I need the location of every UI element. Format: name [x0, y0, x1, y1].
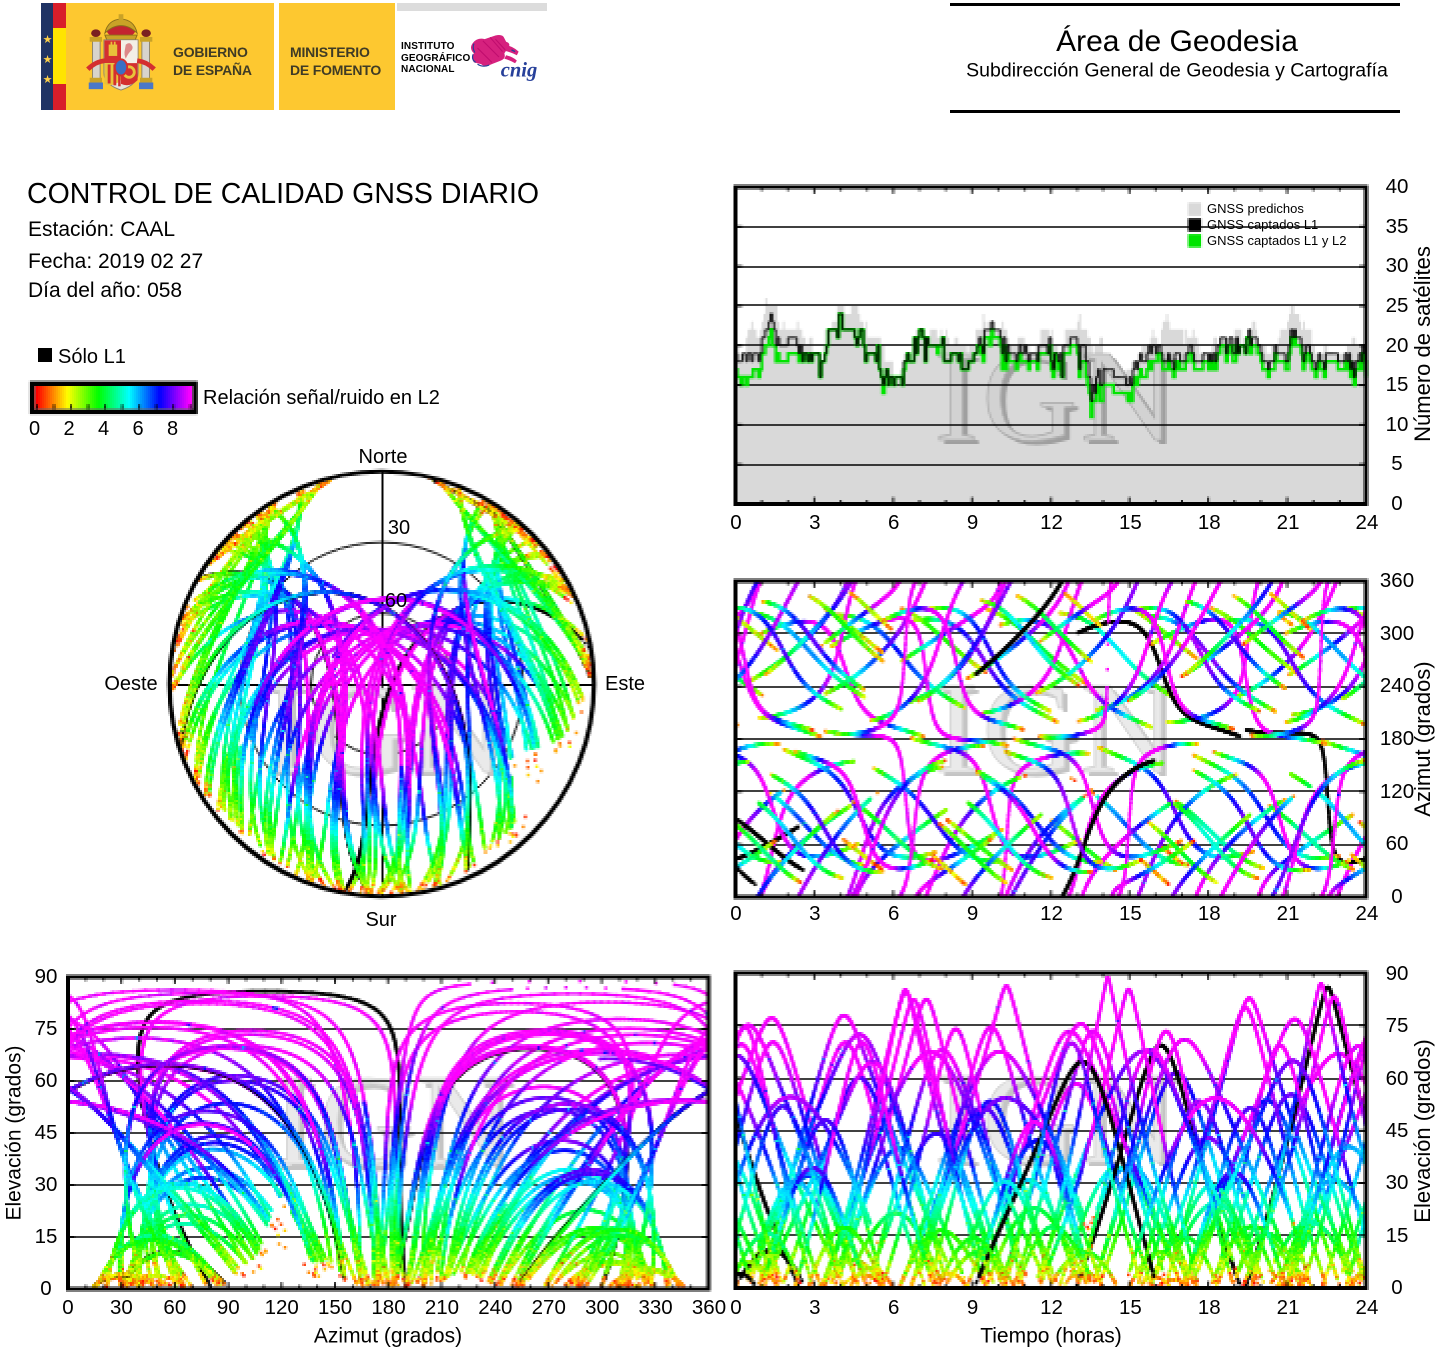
svg-text:cnig: cnig	[501, 60, 538, 82]
